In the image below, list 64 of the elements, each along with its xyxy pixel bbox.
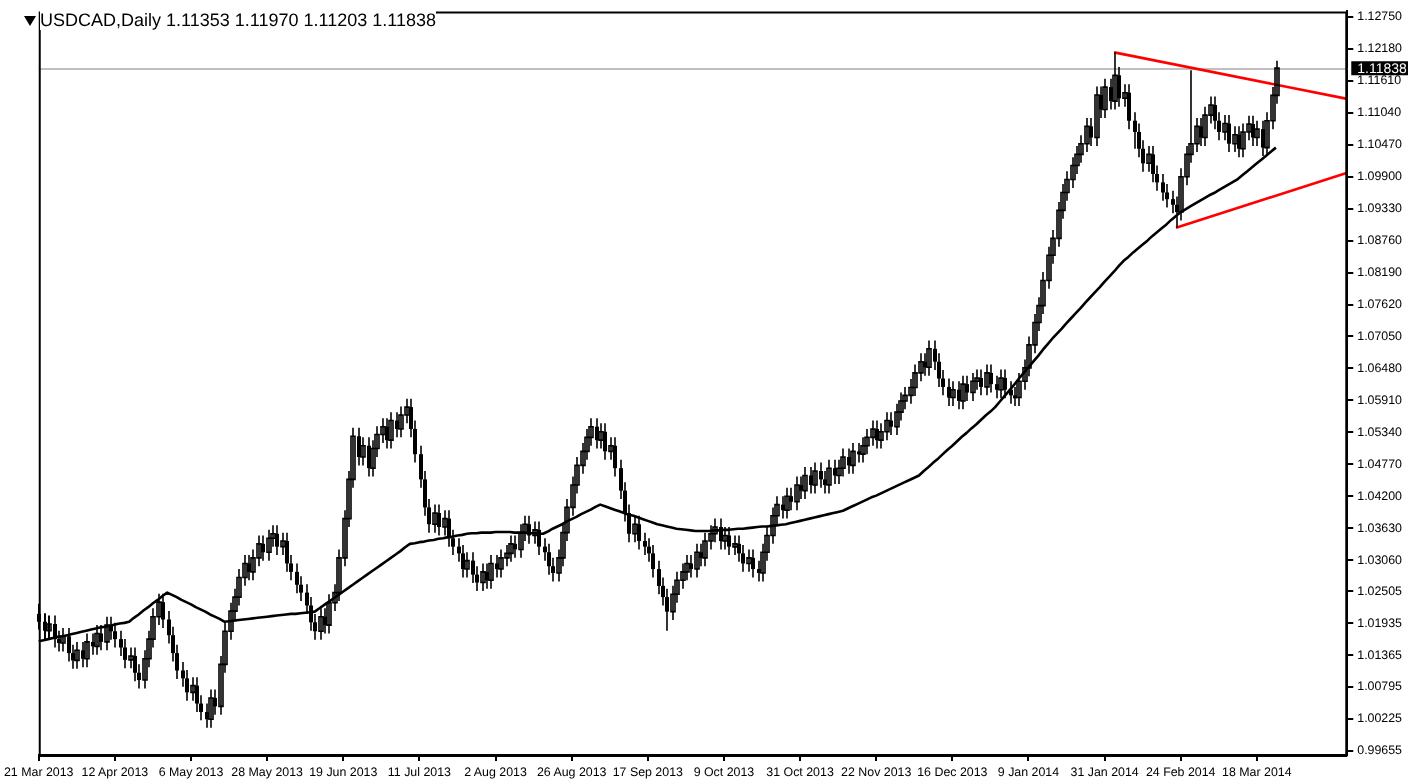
candlestick bbox=[1003, 368, 1007, 399]
candlestick bbox=[722, 526, 728, 551]
candlestick bbox=[74, 641, 80, 670]
candlestick bbox=[732, 534, 738, 556]
candlestick bbox=[498, 548, 504, 579]
candlestick bbox=[998, 368, 1004, 399]
candlestick bbox=[889, 411, 893, 436]
candlestick bbox=[185, 669, 189, 702]
candlestick bbox=[388, 411, 394, 450]
candlestick bbox=[547, 543, 551, 576]
candlestick bbox=[603, 422, 607, 461]
candlestick bbox=[794, 475, 800, 512]
candlestick bbox=[860, 436, 866, 464]
candlestick bbox=[123, 638, 127, 670]
candlestick bbox=[1161, 173, 1165, 202]
candlestick bbox=[826, 458, 832, 495]
candlestick bbox=[488, 554, 494, 590]
candlestick bbox=[295, 562, 299, 594]
candlestick bbox=[850, 442, 856, 475]
candlestick bbox=[261, 534, 265, 562]
candlestick bbox=[960, 374, 966, 411]
candlestick bbox=[950, 380, 956, 407]
candlestick bbox=[746, 548, 752, 573]
candlestick bbox=[518, 523, 524, 559]
candlestick bbox=[208, 688, 214, 729]
candlestick bbox=[432, 503, 438, 534]
candlestick bbox=[1240, 122, 1246, 158]
candlestick bbox=[195, 676, 199, 713]
candlestick bbox=[1202, 105, 1208, 147]
candlestick bbox=[970, 372, 976, 402]
candlestick bbox=[480, 562, 486, 592]
candlestick bbox=[751, 548, 755, 579]
candlestick bbox=[864, 428, 870, 455]
candlestick bbox=[1151, 145, 1155, 184]
candlestick bbox=[266, 529, 272, 562]
candlestick bbox=[684, 554, 690, 582]
candlestick bbox=[840, 447, 846, 478]
candlestick bbox=[464, 551, 470, 579]
candlestick bbox=[784, 487, 790, 520]
candlestick bbox=[802, 466, 808, 500]
candlestick bbox=[508, 534, 514, 563]
candlestick bbox=[702, 531, 708, 568]
candlestick bbox=[926, 339, 932, 377]
candlestick bbox=[984, 363, 990, 397]
candlestick bbox=[133, 646, 137, 682]
candlestick bbox=[694, 543, 700, 579]
candlestick bbox=[1094, 85, 1100, 147]
candlestick bbox=[727, 526, 731, 556]
candlestick bbox=[471, 551, 475, 584]
candlestick bbox=[637, 515, 641, 551]
chart-title: USDCAD,Daily 1.11353 1.11970 1.11203 1.11838 bbox=[40, 10, 436, 30]
candlestick bbox=[1227, 114, 1231, 153]
candlestick bbox=[285, 531, 289, 573]
candlestick bbox=[884, 411, 890, 441]
candlestick bbox=[870, 419, 876, 447]
candlestick bbox=[812, 461, 818, 495]
candlestick bbox=[447, 509, 451, 548]
candlestick bbox=[965, 374, 969, 402]
candlestick bbox=[437, 503, 441, 537]
candlestick bbox=[537, 520, 541, 556]
candlestick bbox=[1112, 51, 1118, 111]
candlestick bbox=[398, 405, 404, 439]
candlestick bbox=[989, 363, 993, 394]
candlestick bbox=[712, 517, 718, 543]
